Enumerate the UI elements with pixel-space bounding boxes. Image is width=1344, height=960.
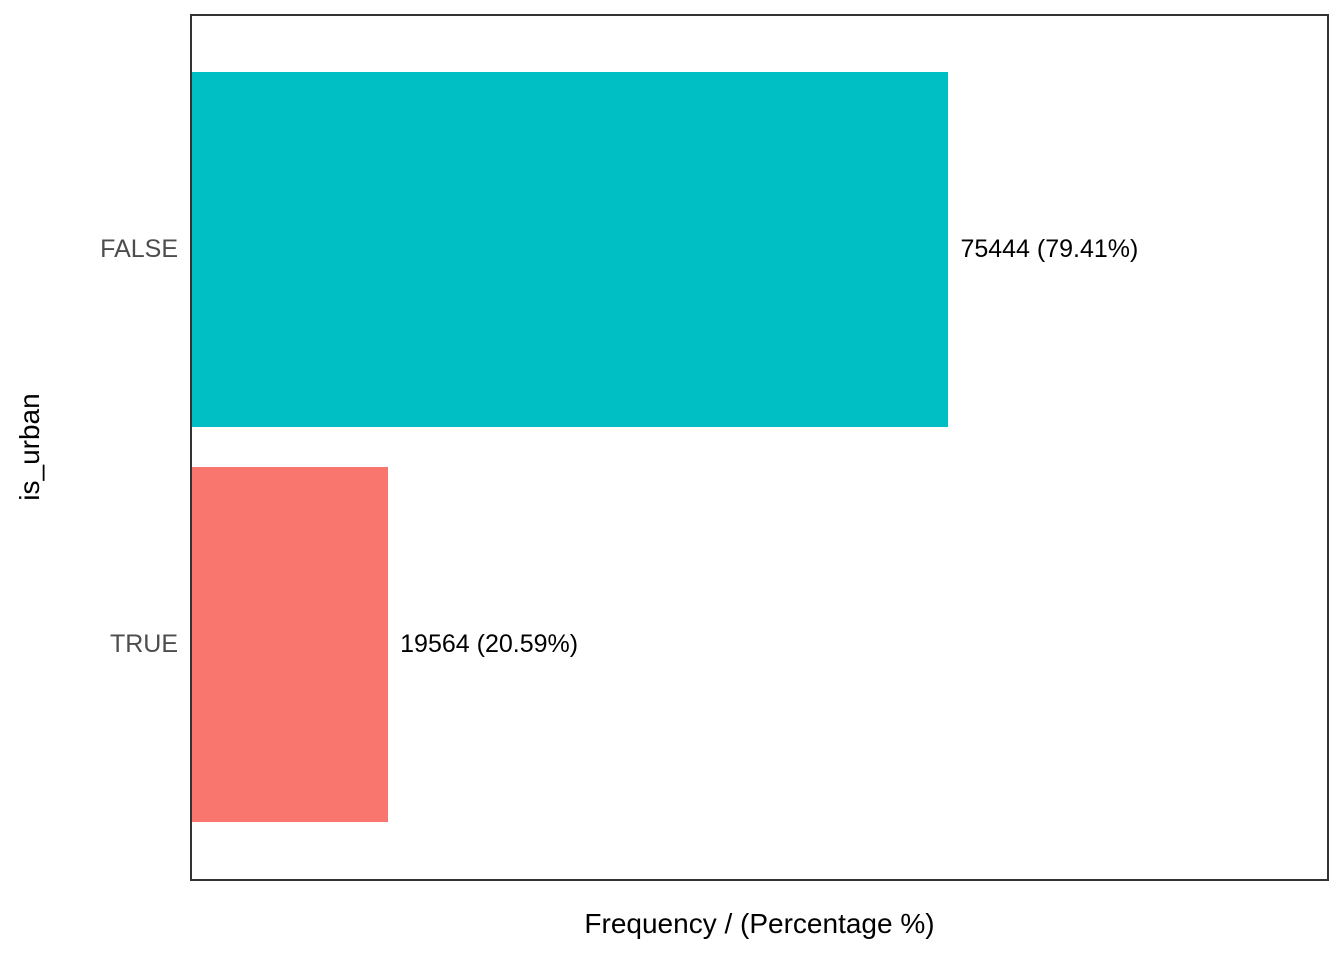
- y-tick-label-true: TRUE: [109, 630, 178, 658]
- bar-value-label-false: 75444 (79.41%): [960, 235, 1139, 263]
- x-axis-title: Frequency / (Percentage %): [584, 908, 935, 939]
- bar-true: [192, 467, 389, 822]
- bar-row-true: 19564 (20.59%): [192, 467, 1327, 822]
- bar-row-false: 75444 (79.41%): [192, 72, 1327, 427]
- bar-false: [192, 72, 949, 427]
- y-tick-label-false: FALSE: [100, 235, 178, 263]
- y-axis-title: is_urban: [14, 393, 45, 501]
- plot-panel: 75444 (79.41%) 19564 (20.59%): [190, 14, 1329, 881]
- bar-value-label-true: 19564 (20.59%): [400, 630, 579, 658]
